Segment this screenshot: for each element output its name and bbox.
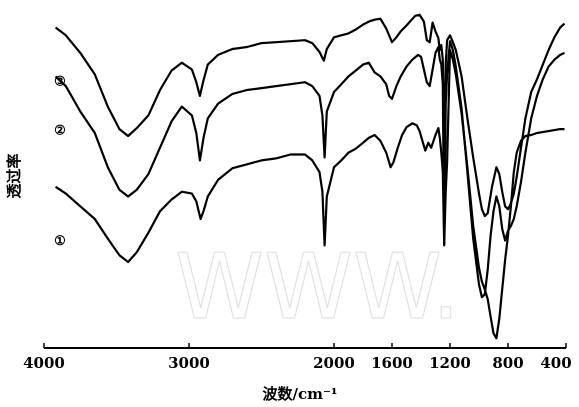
- spectrum-curve-1: [54, 13, 566, 218]
- curves: [54, 13, 566, 340]
- spectrum-curve-2: [54, 40, 565, 299]
- x-ticks: 4000 3000 2000 1600 1200 800 400: [23, 343, 572, 372]
- curve-labels: ③ ② ①: [54, 74, 66, 248]
- x-tick-label: 2000: [313, 354, 355, 372]
- curve-label: ①: [54, 234, 66, 249]
- x-tick-label: 1600: [371, 354, 413, 372]
- curve-label: ③: [54, 74, 66, 89]
- x-axis-label: 波数/cm⁻¹: [263, 385, 338, 403]
- x-tick-label: 400: [540, 354, 571, 372]
- curve-label: ②: [54, 123, 66, 138]
- y-axis-label: 透过率: [5, 153, 23, 198]
- x-tick-label: 3000: [168, 354, 210, 372]
- watermark: WWW.: [175, 235, 460, 340]
- x-tick-label: 1200: [429, 354, 471, 372]
- x-tick-label: 4000: [23, 354, 65, 372]
- spectrum-curve-3: [54, 48, 565, 340]
- x-tick-label: 800: [492, 354, 523, 372]
